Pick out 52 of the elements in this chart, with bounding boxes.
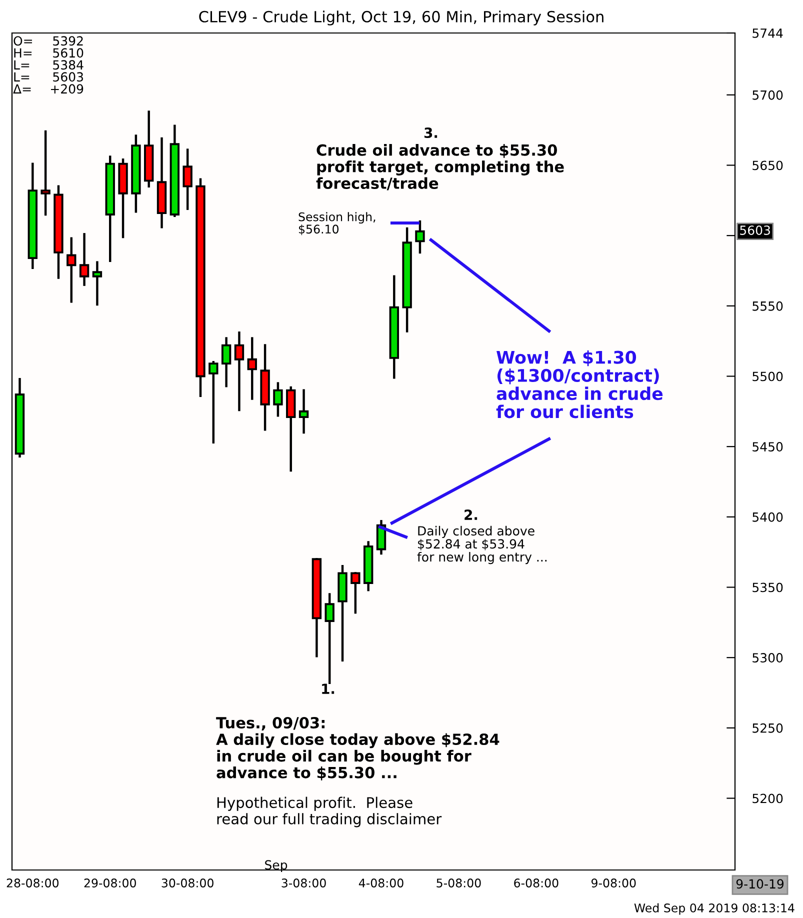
annotation: Hypothetical profit. Please read our full trading disclaimer xyxy=(217,796,442,828)
candlestick xyxy=(298,389,309,434)
x-tick-label: 28-08:00 xyxy=(6,878,59,888)
x-tick-label: 3-08:00 xyxy=(282,878,326,888)
annotation: 1. xyxy=(322,684,334,694)
candlestick xyxy=(79,233,90,286)
y-tick-label: 5250 xyxy=(752,723,783,733)
annotation: Session high, $56.10 xyxy=(298,212,376,236)
y-tick-label: 5350 xyxy=(752,582,783,592)
candlestick xyxy=(208,361,218,444)
annotation: Sep xyxy=(265,860,288,872)
candlestick xyxy=(221,337,232,388)
candlestick xyxy=(324,593,334,684)
candlestick xyxy=(247,337,257,400)
x-tick-label: 4-08:00 xyxy=(358,878,404,888)
y-tick-label: 5300 xyxy=(752,653,783,663)
y-tick-label: 5700 xyxy=(752,90,783,100)
x-tick-label: 29-08:00 xyxy=(84,878,136,888)
candlestick xyxy=(40,130,50,216)
candlestick xyxy=(182,148,192,210)
text: L= 5384 xyxy=(14,60,84,70)
annotation: 2. xyxy=(464,510,478,520)
candlestick xyxy=(415,220,425,254)
chart-title: CLEV9 - Crude Light, Oct 19, 60 Min, Primary Session xyxy=(199,10,604,26)
text: 9-10-19 xyxy=(736,879,784,889)
annotation: Tues., 09/03: A daily close today above $52.84 in crude oil can be bought for advance to $55.30 ... xyxy=(216,716,500,780)
x-tick-label: 30-08:00 xyxy=(162,878,214,888)
text: O= 5392 xyxy=(14,36,83,46)
y-tick-label: 5450 xyxy=(752,442,783,452)
x-tick-label: 6-08:00 xyxy=(514,878,558,888)
y-tick-label: 5650 xyxy=(752,160,783,170)
text: L= 5603 xyxy=(14,72,83,82)
candlestick xyxy=(66,237,76,303)
annotation: Daily closed above $52.84 at $53.94 for new long entry ... xyxy=(417,526,547,564)
y-tick-label: 5400 xyxy=(752,512,783,522)
x-tick-label: 9-08:00 xyxy=(591,878,636,888)
annotation: 5603 xyxy=(740,226,770,235)
candlestick xyxy=(92,261,102,306)
candlestick xyxy=(234,332,244,412)
text: Wed Sep 04 2019 08:13:14 xyxy=(634,903,794,915)
candlestick xyxy=(273,382,283,417)
y-tick-label: 5200 xyxy=(752,794,783,804)
candlestick xyxy=(350,572,360,614)
y-tick-label: 5550 xyxy=(752,301,783,311)
y-tick-label: 5744 xyxy=(752,28,783,38)
x-tick-label: 5-08:00 xyxy=(436,878,481,888)
y-tick-label: 5500 xyxy=(752,372,783,382)
text: Δ= +209 xyxy=(13,84,84,94)
annotation: Wow! A $1.30 ($1300/contract) advance in crude for our clients xyxy=(496,350,663,418)
text: H= 5610 xyxy=(14,48,84,58)
annotation: 3. xyxy=(424,128,438,138)
annotation: Crude oil advance to $55.30 profit target, completing the forecast/trade xyxy=(316,144,564,190)
